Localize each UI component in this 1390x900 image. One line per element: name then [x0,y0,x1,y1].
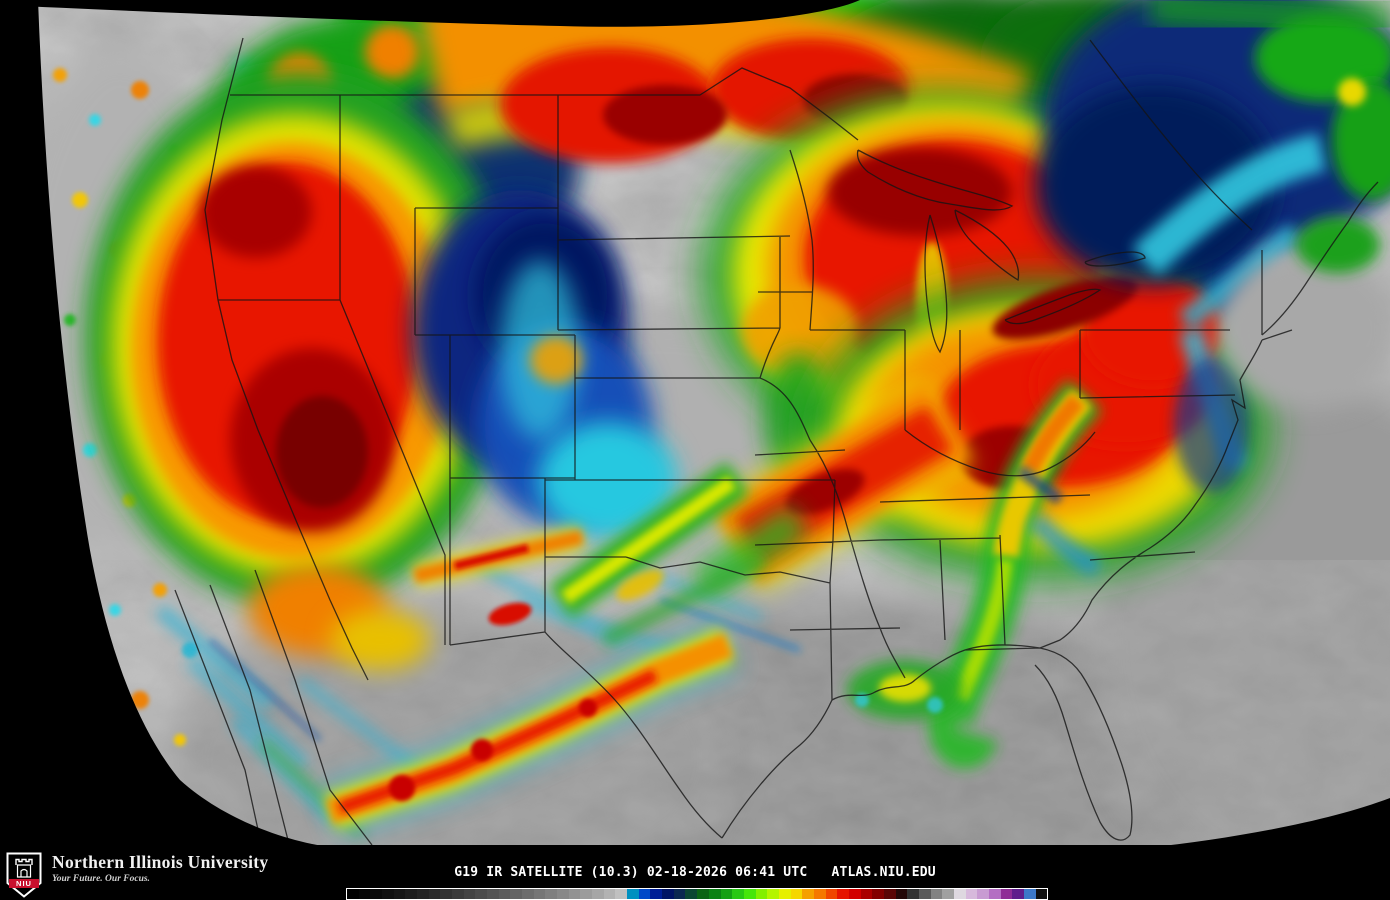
colorbar-segment [1000,889,1013,899]
colorbar-segment [860,889,873,899]
colorbar-segment [533,889,546,899]
colorbar-segment [942,889,954,899]
colorbar-segment [522,889,534,899]
colorbar-segment [592,889,604,899]
colorbar-segment [370,889,383,899]
colorbar-segment [615,889,628,899]
colorbar-segment [848,889,861,899]
colorbar-segment [603,889,616,899]
colorbar-segment [825,889,838,899]
colorbar-segment [673,889,686,899]
colorbar-segment [837,889,849,899]
colorbar-segment [977,889,989,899]
colorbar-segment [662,889,674,899]
colorbar-segment [720,889,733,899]
status-bar: NIU Northern Illinois University Your Fu… [0,848,1390,900]
colorbar-segment [767,889,779,899]
niu-shield-icon: NIU [6,852,42,898]
colorbar-segment [743,889,756,899]
colorbar-segment [393,889,406,899]
colorbar-segment [417,889,429,899]
university-tagline: Your Future. Our Focus. [52,874,150,884]
texas-squall-line [320,618,739,840]
colorbar-segment [872,889,884,899]
colorbar-segment [930,889,943,899]
colorbar-segment [358,889,371,899]
colorbar-segment [627,889,639,899]
colorbar-segment [883,889,896,899]
colorbar-segment [1023,889,1036,899]
colorbar-segment [732,889,744,899]
colorbar-segment [440,889,453,899]
colorbar-segment [487,889,499,899]
southeast-coastal-band [928,379,1103,769]
colorbar-segment [802,889,814,899]
niu-shield-band [9,879,39,888]
colorbar-segment [545,889,558,899]
colorbar-segment [965,889,978,899]
colorbar-segment [778,889,791,899]
colorbar-segment [907,889,919,899]
colorbar-segment [452,889,464,899]
image-caption: G19 IR SATELLITE (10.3) 02-18-2026 06:41… [454,865,936,880]
university-name: Northern Illinois University [52,852,269,872]
western-storm-system [85,72,515,670]
colorbar-segment [685,889,698,899]
colorbar-segment [650,889,663,899]
colorbar-segment [918,889,931,899]
state-borders [174,37,1379,849]
niu-shield-label: NIU [16,879,32,888]
colorbar-segment [580,889,593,899]
colorbar-segment [428,889,441,899]
colorbar-segment [347,889,359,899]
colorbar-segment [510,889,523,899]
colorbar-segment [475,889,488,899]
colorbar-segment [1012,889,1024,899]
colorbar-segment [568,889,581,899]
colorbar-segment [557,889,569,899]
colorbar-segment [1035,889,1048,899]
colorbar-segment [405,889,418,899]
colorbar-segment [708,889,721,899]
colorbar-segment [382,889,394,899]
colorbar-segment [988,889,1001,899]
colorbar-segment [813,889,826,899]
colorbar-segment [895,889,908,899]
colorbar-segment [953,889,966,899]
colorbar-segment [697,889,709,899]
colorbar-segment [638,889,651,899]
colorbar-segment [755,889,768,899]
niu-logo: NIU Northern Illinois University Your Fu… [6,852,268,898]
colorbar-segment [498,889,511,899]
ir-temperature-colorbar [346,888,1048,900]
colorbar-segment [790,889,803,899]
colorbar-segment [463,889,476,899]
